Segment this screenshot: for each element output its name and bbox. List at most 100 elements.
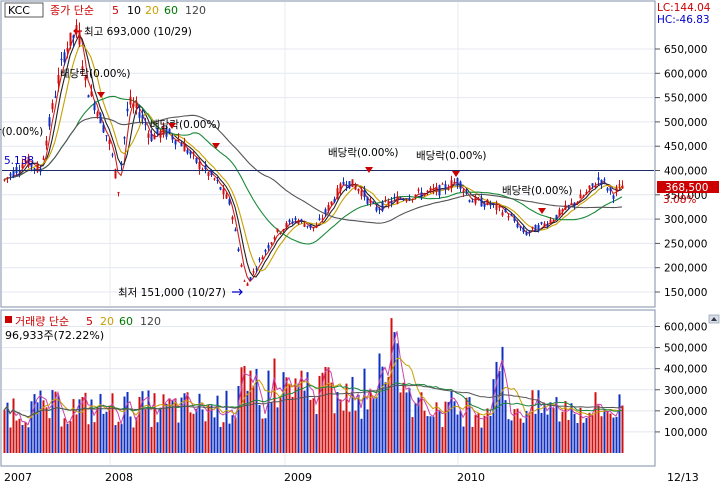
volume-panel-toggle[interactable] bbox=[708, 314, 720, 324]
volume-tick-label: 400,000 bbox=[664, 364, 707, 376]
volume-bar bbox=[24, 421, 27, 453]
volume-bar bbox=[318, 375, 321, 453]
candle-body bbox=[285, 223, 288, 228]
candle-body bbox=[186, 149, 189, 154]
candle-body bbox=[420, 192, 423, 198]
candle-body bbox=[555, 214, 558, 220]
candle-body bbox=[267, 245, 270, 249]
volume-bar bbox=[615, 416, 618, 453]
candle-body bbox=[294, 218, 297, 220]
volume-bar bbox=[129, 416, 132, 453]
candle-body bbox=[195, 158, 198, 163]
volume-bar bbox=[117, 421, 120, 453]
volume-bar bbox=[399, 392, 402, 453]
candle-body bbox=[552, 220, 555, 222]
legend-period-10: 10 bbox=[127, 4, 141, 17]
volume-bars bbox=[3, 318, 624, 453]
volume-ma5-line bbox=[3, 331, 623, 426]
candle-body bbox=[582, 195, 585, 198]
candle-body bbox=[120, 164, 123, 166]
candle-body bbox=[429, 188, 432, 190]
ticker-label: KCC bbox=[8, 4, 30, 17]
volume-bar bbox=[120, 423, 123, 453]
candle-body bbox=[309, 224, 312, 228]
volume-bar bbox=[471, 426, 474, 453]
candle-body bbox=[456, 178, 459, 185]
candle-body bbox=[282, 229, 285, 232]
volume-tick-label: 500,000 bbox=[664, 343, 707, 355]
candle-body bbox=[384, 199, 387, 202]
candle-body bbox=[108, 140, 111, 145]
volume-bar bbox=[459, 410, 462, 453]
candle-body bbox=[174, 140, 177, 145]
candle-body bbox=[399, 198, 402, 200]
volume-bar bbox=[387, 377, 390, 453]
candle-body bbox=[339, 183, 342, 192]
volume-bar bbox=[312, 398, 315, 453]
dividend-arrow-icon bbox=[168, 123, 176, 129]
volume-bar bbox=[57, 395, 60, 453]
candle-body bbox=[240, 264, 243, 267]
volume-bar bbox=[417, 397, 420, 453]
volume-bar bbox=[39, 390, 42, 453]
ticker-box[interactable] bbox=[4, 2, 44, 18]
volume-bar bbox=[225, 390, 228, 453]
candle-body bbox=[273, 237, 276, 239]
candle-body bbox=[405, 200, 408, 202]
candle-body bbox=[621, 185, 624, 189]
volume-bar bbox=[477, 413, 480, 453]
candle-body bbox=[375, 207, 378, 211]
candle-body bbox=[54, 96, 57, 98]
candle-body bbox=[438, 185, 441, 196]
volume-bar bbox=[408, 388, 411, 453]
candle-body bbox=[60, 58, 63, 61]
volume-bar bbox=[252, 385, 255, 453]
volume-bar bbox=[492, 379, 495, 453]
volume-bar bbox=[6, 402, 9, 453]
candle-body bbox=[567, 205, 570, 207]
candle-body bbox=[342, 182, 345, 185]
candle-body bbox=[351, 179, 354, 187]
volume-moving-averages bbox=[3, 331, 623, 426]
time-x-axis: 2007 2008 2009 2010 12/13 bbox=[1, 465, 699, 484]
candle-body bbox=[153, 134, 156, 140]
volume-bar bbox=[342, 410, 345, 453]
volume-bar bbox=[381, 366, 384, 453]
candle-body bbox=[549, 219, 552, 223]
volume-toggle-glyph bbox=[711, 317, 717, 321]
candle-body bbox=[477, 197, 480, 201]
volume-bar bbox=[480, 427, 483, 453]
candle-body bbox=[591, 183, 594, 186]
candle-body bbox=[312, 227, 315, 229]
candle-body bbox=[243, 280, 246, 282]
volume-bar bbox=[171, 399, 174, 453]
candle-body bbox=[315, 225, 318, 228]
price-annotation-label: 배당락(0.00%) bbox=[328, 147, 399, 159]
candle-body bbox=[207, 172, 210, 176]
candle-body bbox=[258, 258, 261, 260]
candle-body bbox=[435, 186, 438, 192]
volume-bar bbox=[537, 390, 540, 453]
volume-bar bbox=[426, 416, 429, 453]
candle-body bbox=[291, 221, 294, 224]
volume-bar bbox=[582, 422, 585, 453]
volume-bar bbox=[609, 413, 612, 453]
candle-body bbox=[321, 218, 324, 220]
legend-period-120: 120 bbox=[185, 4, 206, 17]
candle-body bbox=[447, 188, 450, 190]
volume-bar bbox=[531, 390, 534, 453]
volume-bar bbox=[12, 398, 15, 453]
dividend-arrow-icon bbox=[538, 208, 546, 214]
volume-bar bbox=[93, 422, 96, 453]
volume-bar bbox=[87, 424, 90, 453]
candle-body bbox=[135, 101, 138, 109]
volume-bar bbox=[165, 403, 168, 453]
candle-body bbox=[42, 158, 45, 160]
volume-bar bbox=[60, 426, 63, 453]
volume-bar bbox=[423, 410, 426, 453]
candle-body bbox=[165, 127, 168, 137]
candle-body bbox=[570, 202, 573, 204]
candle-body bbox=[306, 225, 309, 227]
volume-period-60: 60 bbox=[119, 315, 133, 328]
candle-body bbox=[264, 249, 267, 252]
